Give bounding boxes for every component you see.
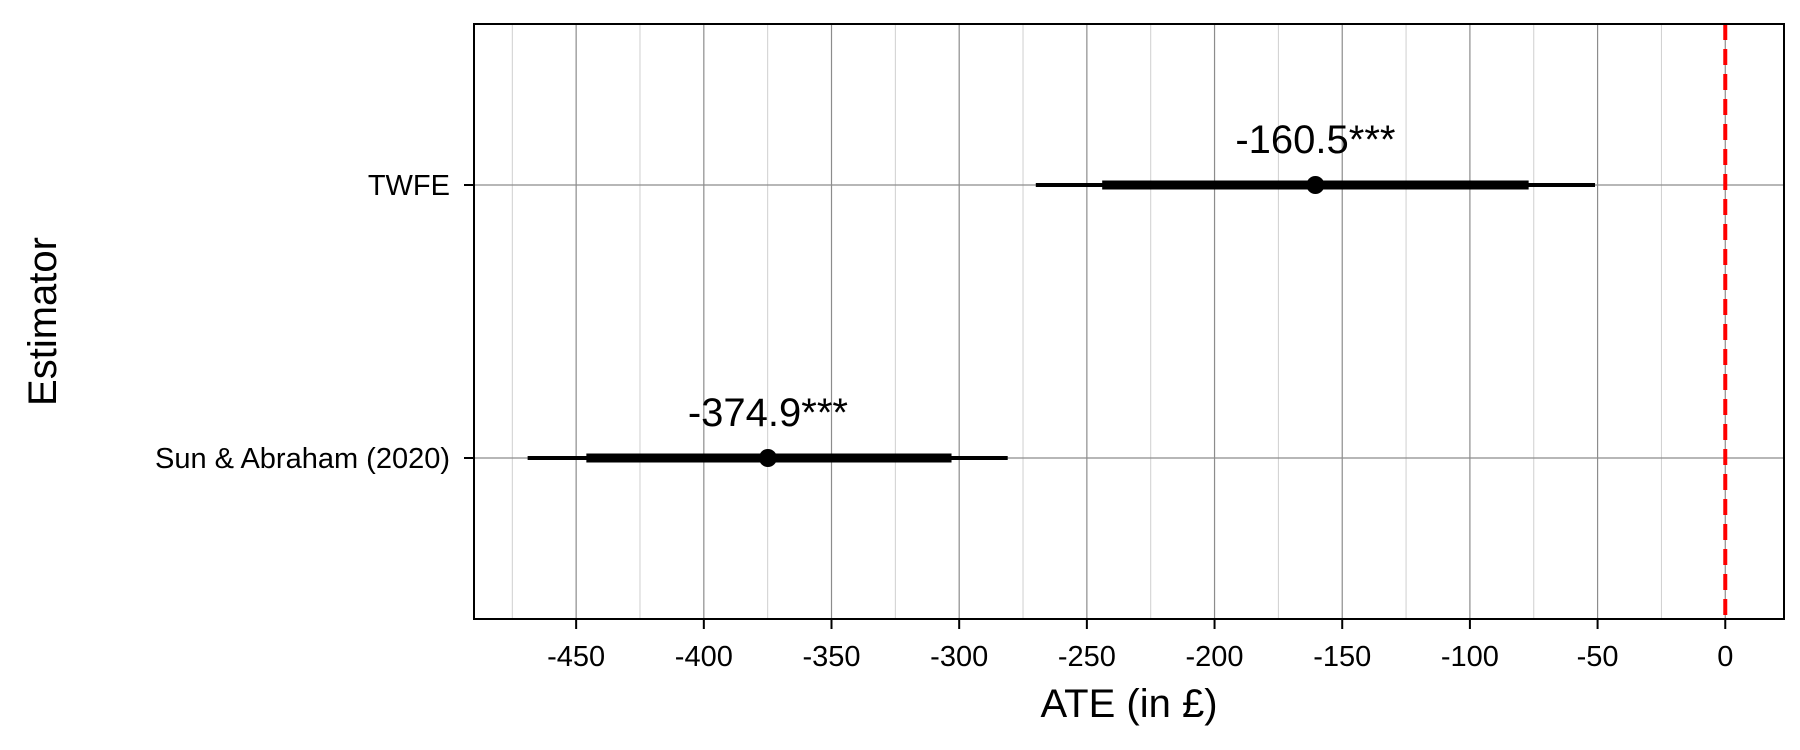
x-tick-label: -350	[802, 641, 860, 673]
x-tick-label: -300	[930, 641, 988, 673]
x-tick-label: -200	[1186, 641, 1244, 673]
plot-frame	[473, 23, 1785, 620]
x-tick-label: -450	[547, 641, 605, 673]
y-tick-label: TWFE	[368, 170, 450, 202]
x-axis-ticks: -450 -400 -350 -300 -250 -200 -150 -100 -50 0	[547, 619, 1733, 673]
x-tick-label: -150	[1313, 641, 1371, 673]
x-tick-label: 0	[1717, 641, 1733, 673]
estimate-marks: -160.5*** -374.9***	[527, 118, 1596, 467]
y-axis-title: Estimator	[21, 237, 65, 406]
x-tick-label: -50	[1577, 641, 1619, 673]
x-tick-label: -100	[1441, 641, 1499, 673]
y-tick-label: Sun & Abraham (2020)	[155, 443, 450, 475]
x-axis-title: ATE (in £)	[1040, 682, 1217, 726]
estimate-label: -160.5***	[1235, 118, 1395, 162]
y-axis-ticks: TWFE Sun & Abraham (2020)	[155, 170, 474, 475]
estimate-point	[758, 449, 777, 467]
grid-lines	[474, 24, 1784, 619]
x-tick-label: -400	[675, 641, 733, 673]
estimate-point	[1306, 176, 1325, 194]
estimate-label: -374.9***	[688, 391, 848, 435]
x-tick-label: -250	[1058, 641, 1116, 673]
